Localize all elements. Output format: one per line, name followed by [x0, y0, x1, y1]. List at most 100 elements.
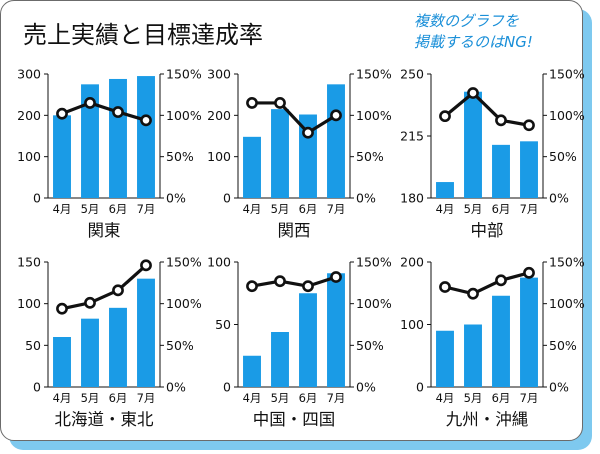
y-tick-label-left: 180	[400, 191, 424, 206]
card: 売上実績と目標達成率 複数のグラフを 掲載するのはNG! 0 100 200 300 0…	[0, 0, 585, 441]
x-tick-label: 4月	[243, 391, 262, 405]
line-point	[330, 271, 342, 283]
y-tick-label-left: 215	[400, 129, 424, 144]
achievement-line	[444, 271, 530, 296]
y-tick-label-right: 100%	[166, 108, 202, 123]
x-tick-label: 6月	[492, 391, 511, 405]
y-tick-label-left: 200	[17, 108, 41, 123]
line-point	[84, 296, 96, 309]
bar	[243, 136, 261, 198]
x-tick-label: 6月	[299, 391, 318, 405]
bar	[464, 324, 482, 387]
bar	[109, 307, 127, 387]
y-tick-label-right: 100%	[549, 296, 585, 311]
line-point	[439, 110, 451, 123]
x-tick-label: 7月	[327, 391, 346, 405]
y-tick-label-right: 50%	[356, 338, 384, 353]
line-point	[84, 97, 96, 109]
note-callout: 複数のグラフを 掲載するのはNG!	[414, 11, 584, 53]
y-tick-label-right: 150%	[166, 67, 202, 82]
chart-title: 関西	[278, 221, 311, 240]
y-tick-label-left: 0	[33, 380, 41, 395]
y-tick-label-right: 0%	[549, 380, 569, 395]
y-tick-label-left: 100	[17, 149, 41, 164]
y-tick-label-left: 0	[223, 191, 231, 206]
bar	[243, 355, 261, 387]
bar	[299, 293, 317, 387]
x-tick-label: 4月	[436, 391, 455, 405]
y-tick-label-left: 150	[17, 255, 41, 270]
line-point	[302, 126, 314, 139]
bar	[137, 76, 155, 198]
y-tick-label-right: 50%	[549, 338, 577, 353]
y-tick-label-right: 0%	[549, 191, 569, 206]
x-tick-label: 7月	[520, 391, 539, 405]
y-tick-label-left: 100	[207, 149, 231, 164]
x-tick-label: 7月	[137, 391, 156, 405]
x-tick-label: 5月	[271, 391, 290, 405]
x-tick-label: 4月	[436, 202, 455, 216]
achievement-line	[61, 264, 148, 311]
line-point	[495, 114, 507, 127]
achievement-line	[252, 101, 337, 135]
x-tick-label: 4月	[53, 202, 72, 216]
x-tick-label: 6月	[492, 202, 511, 216]
y-tick-label-right: 50%	[356, 149, 384, 164]
y-tick-label-right: 100%	[356, 296, 392, 311]
note-line-1: 複数のグラフを	[414, 12, 520, 30]
y-tick-label-right: 100%	[356, 108, 392, 123]
y-tick-label-left: 0	[223, 380, 231, 395]
x-tick-label: 7月	[520, 202, 539, 216]
y-tick-label-right: 150%	[166, 255, 202, 270]
line-point	[246, 97, 258, 109]
x-tick-label: 6月	[109, 202, 128, 216]
x-tick-label: 5月	[81, 202, 100, 216]
bar	[53, 115, 71, 198]
line-point	[495, 274, 507, 287]
chart-title: 関東	[88, 221, 121, 240]
x-tick-label: 5月	[464, 391, 483, 405]
line-point	[140, 114, 152, 127]
line-point	[56, 302, 68, 315]
bar	[109, 78, 127, 198]
line-point	[523, 266, 535, 279]
y-tick-label-left: 50	[215, 317, 231, 332]
x-tick-label: 7月	[137, 202, 156, 216]
y-tick-label-left: 300	[17, 67, 41, 82]
bar	[492, 295, 510, 387]
y-tick-label-left: 100	[400, 317, 424, 332]
x-tick-label: 5月	[81, 391, 100, 405]
bar	[271, 332, 289, 387]
line-point	[246, 280, 258, 293]
y-tick-label-right: 0%	[166, 380, 186, 395]
line-point	[274, 97, 286, 109]
line-point	[302, 280, 314, 293]
note-line-2: 掲載するのはNG!	[414, 33, 533, 51]
y-tick-label-right: 50%	[166, 338, 194, 353]
y-tick-label-left: 200	[207, 108, 231, 123]
bar	[53, 337, 71, 387]
line-point	[112, 284, 124, 297]
line-point	[330, 109, 342, 122]
y-tick-label-left: 300	[207, 67, 231, 82]
line-point	[112, 106, 124, 118]
y-tick-label-left: 250	[400, 67, 424, 82]
bar	[436, 182, 454, 198]
line-point	[467, 87, 479, 99]
line-point	[467, 287, 479, 300]
bar	[464, 91, 482, 198]
bar	[520, 141, 538, 198]
x-tick-label: 5月	[464, 202, 483, 216]
x-tick-label: 7月	[327, 202, 346, 216]
y-tick-label-right: 150%	[356, 255, 392, 270]
bar	[327, 84, 345, 198]
chart-title: 九州・沖縄	[446, 410, 529, 429]
line-point	[523, 119, 535, 132]
y-tick-label-left: 200	[400, 255, 424, 270]
x-tick-label: 4月	[53, 391, 72, 405]
